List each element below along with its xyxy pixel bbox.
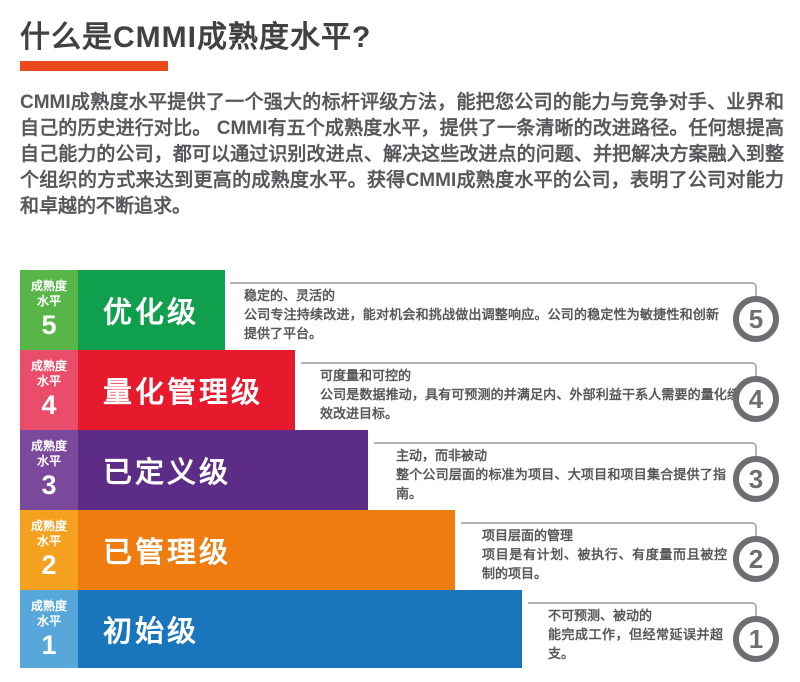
maturity-row-3: 成熟度 水平 3 已定义级 主动，而非被动 整个公司层面的标准为项目、大项目和项…: [0, 430, 800, 510]
level-1-bar: 初始级: [78, 590, 522, 668]
tab-label-line1: 成熟度: [30, 439, 67, 453]
level-2-number-badge: 2: [733, 536, 779, 582]
level-4-description: 可度量和可控的 公司是数据推动，具有可预测的并满足内、外部利益干系人需要的量化绩…: [320, 366, 740, 423]
title-underline-accent: [20, 61, 168, 71]
tab-label-line2: 水平: [36, 374, 61, 388]
level-5-name: 优化级: [103, 297, 200, 329]
level-1-description: 不可预测、被动的 能完成工作，但经常延误并超支。: [548, 606, 723, 663]
level-3-connector-line: [374, 442, 757, 459]
level-4-name: 量化管理级: [103, 377, 264, 409]
level-4-description-text: 公司是数据推动，具有可预测的并满足内、外部利益干系人需要的量化绩效改进目标。: [320, 387, 740, 421]
page-title: 什么是CMMI成熟度水平?: [20, 21, 372, 54]
badge-number-5: 5: [748, 303, 764, 334]
badge-number-1: 1: [748, 623, 764, 654]
level-1-tab: 成熟度 水平 1: [20, 590, 78, 668]
level-2-bar: 已管理级: [78, 510, 455, 590]
level-5-description-text: 公司专注持续改进，能对机会和挑战做出调整响应。公司的稳定性为敏捷性和创新提供了平…: [244, 307, 719, 341]
tab-label-line1: 成熟度: [30, 359, 67, 373]
level-5-tab-number: 5: [41, 310, 57, 340]
maturity-row-1: 成熟度 水平 1 初始级 不可预测、被动的 能完成工作，但经常延误并超支。 1: [0, 590, 800, 668]
level-2-name: 已管理级: [103, 537, 232, 569]
level-2-description: 项目层面的管理 项目是有计划、被执行、有度量而且被控制的项目。: [482, 526, 727, 583]
level-2-tab: 成熟度 水平 2: [20, 510, 78, 590]
level-4-bar: 量化管理级: [78, 350, 295, 430]
level-3-tab: 成熟度 水平 3: [20, 430, 78, 510]
level-1-name: 初始级: [103, 616, 200, 648]
level-2-tab-number: 2: [41, 550, 57, 580]
level-4-tab: 成熟度 水平 4: [20, 350, 78, 430]
level-5-tab: 成熟度 水平 5: [20, 270, 78, 350]
tab-label-line2: 水平: [36, 454, 61, 468]
level-4-connector-line: [301, 362, 757, 379]
maturity-row-4: 成熟度 水平 4 量化管理级 可度量和可控的 公司是数据推动，具有可预测的并满足…: [0, 350, 800, 430]
level-5-connector-line: [230, 282, 757, 299]
level-1-number-badge: 1: [733, 616, 779, 662]
level-2-connector-line: [461, 522, 757, 539]
intro-paragraph: CMMI成熟度水平提供了一个强大的标杆评级方法，能把您公司的能力与竞争对手、业界…: [20, 92, 784, 217]
level-3-name: 已定义级: [103, 457, 232, 489]
badge-number-3: 3: [748, 463, 764, 494]
level-3-tab-number: 3: [41, 470, 57, 500]
badge-number-2: 2: [748, 543, 764, 574]
level-4-number-badge: 4: [733, 376, 779, 422]
tab-label-line1: 成熟度: [30, 599, 67, 613]
level-2-summary: 项目层面的管理: [482, 528, 574, 543]
level-3-description: 主动，而非被动 整个公司层面的标准为项目、大项目和项目集合提供了指南。: [396, 446, 726, 503]
level-2-tab-label: 成熟度 水平: [20, 519, 78, 549]
level-4-summary: 可度量和可控的: [320, 368, 412, 383]
level-1-tab-label: 成熟度 水平: [20, 599, 78, 629]
level-1-summary: 不可预测、被动的: [548, 608, 653, 623]
tab-label-line2: 水平: [36, 294, 61, 308]
level-2-description-text: 项目是有计划、被执行、有度量而且被控制的项目。: [482, 547, 727, 581]
level-5-summary: 稳定的、灵活的: [244, 288, 336, 303]
badge-number-4: 4: [748, 383, 764, 414]
level-1-tab-number: 1: [41, 630, 57, 660]
tab-label-line2: 水平: [36, 534, 61, 548]
tab-label-line2: 水平: [36, 614, 61, 628]
level-3-description-text: 整个公司层面的标准为项目、大项目和项目集合提供了指南。: [396, 467, 726, 501]
maturity-row-5: 成熟度 水平 5 优化级 稳定的、灵活的 公司专注持续改进，能对机会和挑战做出调…: [0, 270, 800, 350]
tab-label-line1: 成熟度: [30, 279, 67, 293]
level-5-number-badge: 5: [733, 296, 779, 342]
level-3-tab-label: 成熟度 水平: [20, 439, 78, 469]
level-5-description: 稳定的、灵活的 公司专注持续改进，能对机会和挑战做出调整响应。公司的稳定性为敏捷…: [244, 286, 719, 343]
level-3-summary: 主动，而非被动: [396, 448, 488, 463]
level-5-bar: 优化级: [78, 270, 225, 350]
level-4-tab-number: 4: [41, 390, 57, 420]
level-3-number-badge: 3: [733, 456, 779, 502]
maturity-row-2: 成熟度 水平 2 已管理级 项目层面的管理 项目是有计划、被执行、有度量而且被控…: [0, 510, 800, 590]
level-1-description-text: 能完成工作，但经常延误并超支。: [548, 627, 723, 661]
level-4-tab-label: 成熟度 水平: [20, 359, 78, 389]
tab-label-line1: 成熟度: [30, 519, 67, 533]
level-3-bar: 已定义级: [78, 430, 368, 510]
level-5-tab-label: 成熟度 水平: [20, 279, 78, 309]
level-1-connector-line: [528, 602, 757, 619]
